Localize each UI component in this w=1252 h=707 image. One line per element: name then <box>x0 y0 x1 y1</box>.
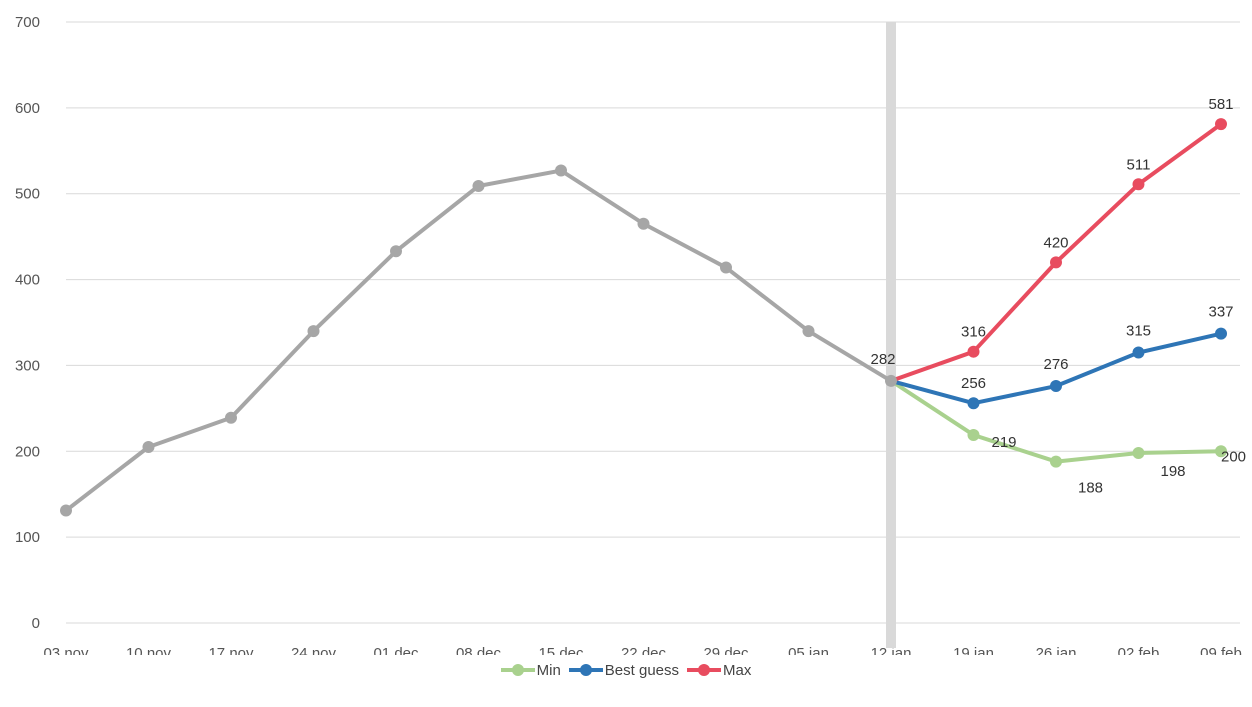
x-tick-label: 24 nov <box>291 645 337 655</box>
data-point-history <box>472 179 485 192</box>
legend-swatch-max <box>687 664 722 676</box>
gridlines <box>66 21 1240 624</box>
y-tick-label: 200 <box>15 443 40 460</box>
data-point-max <box>967 345 980 358</box>
legend: Min Best guess Max <box>0 660 1252 680</box>
legend-label-min: Min <box>536 661 561 679</box>
data-point-min <box>1132 447 1145 460</box>
x-tick-label: 01 dec <box>373 645 419 655</box>
data-label-max: 420 <box>1043 234 1068 251</box>
data-point-history <box>637 217 650 230</box>
data-point-history <box>390 245 402 258</box>
y-tick-label: 500 <box>15 186 40 203</box>
legend-label-best-guess: Best guess <box>604 661 680 679</box>
x-tick-label: 10 nov <box>126 645 172 655</box>
series-lines <box>64 122 1223 513</box>
data-point-best-guess <box>1050 380 1062 393</box>
data-label-max: 581 <box>1208 96 1233 113</box>
data-point-history <box>555 164 567 177</box>
y-tick-label: 700 <box>15 14 40 31</box>
series-line-max <box>889 122 1223 383</box>
legend-item-max: Max <box>687 660 751 680</box>
y-tick-label: 0 <box>32 615 40 632</box>
data-point-history <box>885 374 897 387</box>
data-point-max <box>1132 178 1145 191</box>
x-tick-label: 17 nov <box>208 645 254 655</box>
x-tick-label: 19 jan <box>953 645 994 655</box>
data-point-history <box>142 440 155 453</box>
data-label-best-guess: 315 <box>1126 323 1151 340</box>
y-tick-label: 600 <box>15 100 40 117</box>
data-label-min: 188 <box>1078 480 1103 497</box>
line-chart: 0 100 200 300 400 500 600 700 03 nov 10 nov 17 no… <box>15 14 1246 655</box>
y-tick-label: 400 <box>15 272 40 289</box>
data-label-best-guess: 256 <box>961 375 986 392</box>
data-point-min <box>967 428 980 441</box>
y-axis-ticks: 0 100 200 300 400 500 600 700 <box>15 14 40 632</box>
legend-swatch-min <box>500 664 535 676</box>
x-tick-label: 26 jan <box>1036 645 1077 655</box>
forecast-start-marker <box>886 22 896 648</box>
data-point-best-guess <box>1132 346 1145 359</box>
series-line-history <box>64 168 893 513</box>
x-tick-label: 08 dec <box>456 645 502 655</box>
data-point-best-guess <box>967 397 980 410</box>
x-tick-label: 29 dec <box>703 645 749 655</box>
data-label-min: 219 <box>992 434 1017 451</box>
data-labels: 282 316 420 511 581 256 276 315 337 219 188 198 200 <box>870 96 1246 496</box>
x-axis-ticks: 03 nov 10 nov 17 nov 24 nov 01 dec 08 dec 15 d… <box>43 645 1241 655</box>
x-tick-label: 15 dec <box>538 645 584 655</box>
data-point-history <box>225 411 237 424</box>
data-label-best-guess: 337 <box>1208 304 1233 321</box>
data-label-max: 282 <box>870 351 895 368</box>
x-tick-label: 22 dec <box>621 645 667 655</box>
data-label-max: 511 <box>1127 156 1151 173</box>
legend-swatch-best-guess <box>568 664 603 676</box>
x-tick-label: 02 feb <box>1118 645 1160 655</box>
x-tick-label: 03 nov <box>43 645 89 655</box>
data-point-history <box>720 261 732 274</box>
data-label-max: 316 <box>961 324 986 341</box>
data-point-max <box>1215 118 1227 131</box>
legend-item-best-guess: Best guess <box>568 660 680 680</box>
data-label-min: 200 <box>1221 448 1246 465</box>
legend-item-min: Min <box>500 660 561 680</box>
x-tick-label: 05 jan <box>788 645 829 655</box>
x-tick-label: 09 feb <box>1200 645 1242 655</box>
forecast-start-band <box>886 22 896 648</box>
data-point-min <box>1050 455 1062 468</box>
series-points <box>60 118 1227 517</box>
data-point-min <box>1215 445 1227 458</box>
y-tick-label: 100 <box>15 529 40 546</box>
legend-label-max: Max <box>723 661 752 679</box>
y-tick-label: 300 <box>15 357 40 374</box>
data-point-best-guess <box>1215 327 1227 340</box>
data-point-max <box>1050 256 1062 269</box>
data-label-min: 198 <box>1161 463 1186 480</box>
data-point-history <box>60 504 72 517</box>
data-label-best-guess: 276 <box>1043 356 1068 373</box>
data-point-history <box>802 325 815 338</box>
data-point-history <box>307 325 320 338</box>
x-tick-label: 12 jan <box>871 645 912 655</box>
